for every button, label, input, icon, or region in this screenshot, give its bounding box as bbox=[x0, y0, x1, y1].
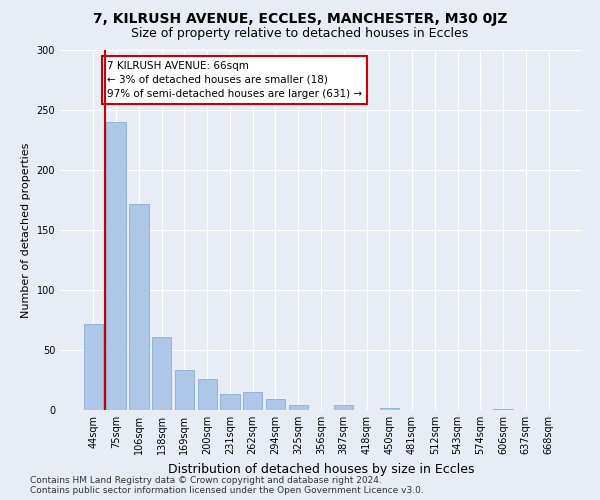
Bar bbox=[334, 405, 353, 410]
Bar bbox=[243, 392, 262, 410]
Bar bbox=[289, 405, 308, 410]
Text: Size of property relative to detached houses in Eccles: Size of property relative to detached ho… bbox=[131, 28, 469, 40]
Bar bbox=[220, 394, 239, 410]
Bar bbox=[106, 122, 126, 410]
Bar bbox=[129, 204, 149, 410]
Text: Contains HM Land Registry data © Crown copyright and database right 2024.
Contai: Contains HM Land Registry data © Crown c… bbox=[30, 476, 424, 495]
Bar bbox=[84, 324, 103, 410]
Bar bbox=[175, 370, 194, 410]
Bar bbox=[380, 408, 399, 410]
X-axis label: Distribution of detached houses by size in Eccles: Distribution of detached houses by size … bbox=[168, 462, 474, 475]
Y-axis label: Number of detached properties: Number of detached properties bbox=[21, 142, 31, 318]
Bar bbox=[152, 337, 172, 410]
Text: 7 KILRUSH AVENUE: 66sqm
← 3% of detached houses are smaller (18)
97% of semi-det: 7 KILRUSH AVENUE: 66sqm ← 3% of detached… bbox=[107, 61, 362, 99]
Text: 7, KILRUSH AVENUE, ECCLES, MANCHESTER, M30 0JZ: 7, KILRUSH AVENUE, ECCLES, MANCHESTER, M… bbox=[93, 12, 507, 26]
Bar bbox=[493, 409, 513, 410]
Bar bbox=[197, 379, 217, 410]
Bar bbox=[266, 399, 285, 410]
